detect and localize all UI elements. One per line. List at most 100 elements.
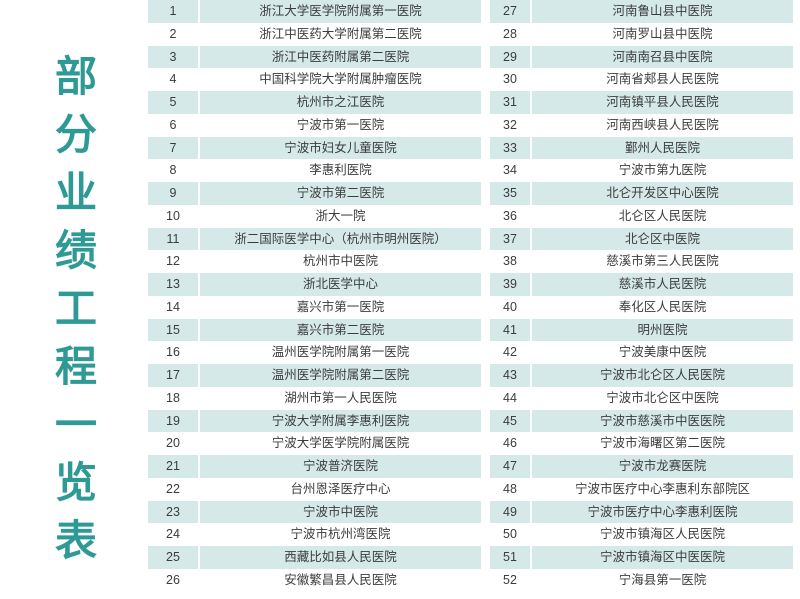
- table-row: 8 李惠利医院: [148, 159, 481, 182]
- hospital-name-cell: 慈溪市第三人民医院: [606, 253, 719, 269]
- row-index-cell: 50: [490, 523, 532, 546]
- row-index-cell: 35: [490, 182, 532, 205]
- row-index-cell: 7: [148, 136, 200, 160]
- hospital-name-cell: 宁波市镇海区人民医院: [599, 526, 725, 542]
- row-index-cell: 19: [148, 409, 200, 433]
- hospital-name-cell: 河南罗山县中医院: [612, 25, 713, 41]
- hospital-name-cell: 宁海县第一医院: [618, 571, 707, 587]
- hospital-name-cell: 河南南召县中医院: [612, 48, 713, 64]
- row-index-cell: 2: [148, 22, 200, 46]
- row-index-cell: 26: [148, 568, 200, 592]
- hospital-name-cell: 中国科学院大学附属肿瘤医院: [259, 71, 422, 87]
- table-row: 9 宁波市第二医院: [148, 182, 481, 205]
- table-row: 32 河南西峡县人民医院: [490, 113, 793, 137]
- table-row: 25 西藏比如县人民医院: [148, 546, 481, 569]
- row-index-cell: 5: [148, 91, 200, 114]
- table-row: 47 宁波市龙赛医院: [490, 455, 793, 478]
- hospital-name-cell: 嘉兴市第二医院: [296, 321, 385, 337]
- table-row: 12 杭州市中医院: [148, 250, 481, 273]
- hospital-name-cell: 温州医学院附属第二医院: [271, 367, 410, 382]
- table-row: 46 宁波市海曙区第二医院: [490, 432, 793, 455]
- row-index-cell: 3: [148, 45, 200, 69]
- hospital-name-cell: 宁波市镇海区中医医院: [599, 549, 725, 564]
- table-row: 17 温州医学院附属第二医院: [148, 364, 481, 387]
- table-row: 14 嘉兴市第一医院: [148, 295, 481, 319]
- row-index-cell: 43: [490, 364, 532, 387]
- row-index-cell: 4: [148, 68, 200, 91]
- row-index-cell: 20: [148, 432, 200, 455]
- title-char: 分: [54, 110, 97, 159]
- table-row: 11 浙二国际医学中心（杭州市明州医院）: [148, 227, 481, 251]
- hospital-name-cell: 西藏比如县人民医院: [284, 549, 397, 564]
- table-row: 48 宁波市医疗中心李惠利东部院区: [490, 477, 793, 501]
- row-index-cell: 17: [148, 364, 200, 387]
- row-index-cell: 33: [490, 136, 532, 160]
- row-index-cell: 52: [490, 568, 532, 592]
- row-index-cell: 45: [490, 409, 532, 433]
- row-index-cell: 46: [490, 432, 532, 455]
- hospital-name-cell: 宁波市北仑区人民医院: [599, 367, 725, 382]
- table-row: 7 宁波市妇女儿童医院: [148, 136, 481, 160]
- table-row: 30 河南省郏县人民医院: [490, 68, 793, 91]
- row-index-cell: 25: [148, 546, 200, 569]
- table-row: 50 宁波市镇海区人民医院: [490, 523, 793, 546]
- table-row: 16 温州医学院附属第一医院: [148, 341, 481, 364]
- table-row: 38 慈溪市第三人民医院: [490, 250, 793, 273]
- title-char: 业: [54, 168, 97, 217]
- page-title: 部分业绩工程一览表: [38, 48, 114, 565]
- row-index-cell: 15: [148, 318, 200, 342]
- hospital-name-cell: 鄞州人民医院: [624, 139, 700, 155]
- hospital-name-cell: 台州恩泽医疗中心: [290, 480, 391, 496]
- row-index-cell: 30: [490, 68, 532, 91]
- hospital-name-cell: 宁波大学附属李惠利医院: [271, 412, 410, 428]
- table-row: 24 宁波市杭州湾医院: [148, 523, 481, 546]
- hospital-name-cell: 宁波普济医院: [302, 458, 378, 473]
- row-index-cell: 48: [490, 477, 532, 501]
- hospital-name-cell: 浙江中医药大学附属第二医院: [259, 25, 422, 41]
- table-row: 3 浙江中医药附属第二医院: [148, 45, 481, 69]
- table-row: 23 宁波市中医院: [148, 500, 481, 524]
- hospital-name-cell: 宁波市第九医院: [618, 162, 707, 178]
- table-row: 45 宁波市慈溪市中医医院: [490, 409, 793, 433]
- row-index-cell: 44: [490, 386, 532, 410]
- hospital-name-cell: 宁波市第一医院: [296, 116, 385, 132]
- table-row: 44 宁波市北仑区中医院: [490, 386, 793, 410]
- table-row: 27 河南鲁山县中医院: [490, 0, 793, 23]
- row-index-cell: 10: [148, 204, 200, 228]
- row-index-cell: 12: [148, 250, 200, 273]
- hospital-name-cell: 河南鲁山县中医院: [612, 3, 713, 18]
- table-row: 1 浙江大学医学院附属第一医院: [148, 0, 481, 23]
- hospital-name-cell: 宁波大学医学院附属医院: [271, 435, 410, 451]
- row-index-cell: 47: [490, 455, 532, 478]
- row-index-cell: 18: [148, 386, 200, 410]
- title-char: 程: [54, 342, 97, 391]
- hospital-name-cell: 慈溪市人民医院: [618, 276, 707, 291]
- row-index-cell: 23: [148, 500, 200, 524]
- table-row: 36 北仑区人民医院: [490, 204, 793, 228]
- row-index-cell: 27: [490, 0, 532, 23]
- table-row: 18 湖州市第一人民医院: [148, 386, 481, 410]
- project-table-right: 27 河南鲁山县中医院 28 河南罗山县中医院 29 河南南召县中医院 30 河南省郏县人民医…: [490, 0, 793, 592]
- row-index-cell: 14: [148, 295, 200, 319]
- hospital-name-cell: 宁波市海曙区第二医院: [599, 435, 725, 451]
- table-row: 6 宁波市第一医院: [148, 113, 481, 137]
- table-row: 51 宁波市镇海区中医医院: [490, 546, 793, 569]
- title-char: 部: [54, 52, 97, 101]
- hospital-name-cell: 宁波美康中医院: [618, 344, 707, 360]
- title-char: 览: [54, 458, 97, 507]
- row-index-cell: 28: [490, 22, 532, 46]
- table-row: 34 宁波市第九医院: [490, 159, 793, 182]
- table-row: 43 宁波市北仑区人民医院: [490, 364, 793, 387]
- table-row: 19 宁波大学附属李惠利医院: [148, 409, 481, 433]
- table-row: 52 宁海县第一医院: [490, 568, 793, 592]
- row-index-cell: 37: [490, 227, 532, 251]
- row-index-cell: 49: [490, 500, 532, 524]
- row-index-cell: 24: [148, 523, 200, 546]
- hospital-name-cell: 宁波市杭州湾医院: [290, 526, 391, 542]
- hospital-name-cell: 宁波市北仑区中医院: [606, 389, 719, 405]
- hospital-name-cell: 嘉兴市第一医院: [296, 298, 385, 314]
- row-index-cell: 32: [490, 113, 532, 137]
- hospital-name-cell: 北仑区人民医院: [618, 207, 707, 223]
- hospital-name-cell: 北仑开发区中心医院: [606, 185, 719, 200]
